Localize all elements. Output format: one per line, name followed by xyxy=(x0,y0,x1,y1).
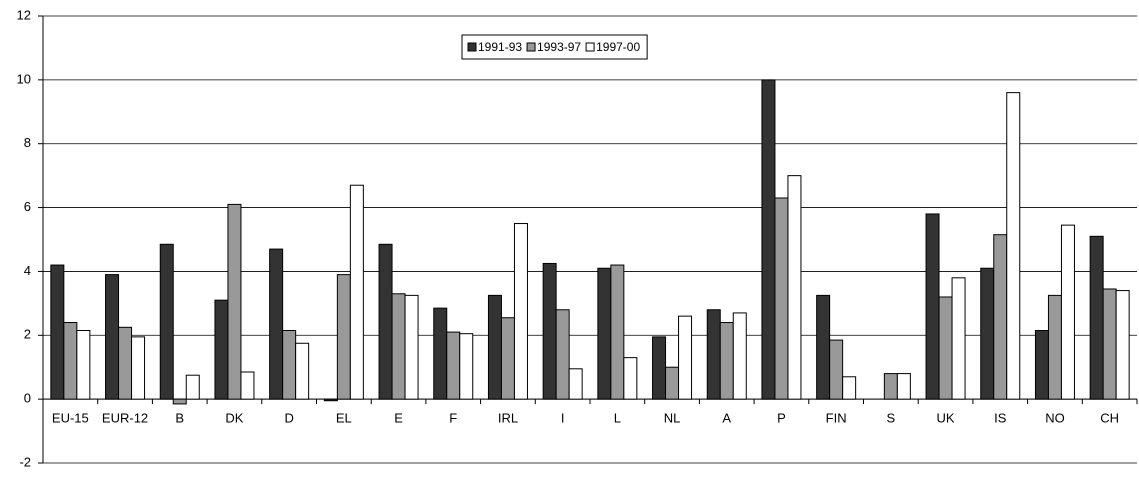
x-tick-label: EUR-12 xyxy=(102,411,148,426)
bar xyxy=(1089,235,1104,400)
bar xyxy=(391,293,406,400)
bar xyxy=(404,294,419,400)
bar xyxy=(323,398,338,402)
bar xyxy=(214,299,229,400)
bar xyxy=(378,243,393,400)
bar xyxy=(623,357,638,400)
bar xyxy=(227,203,242,400)
bar xyxy=(993,234,1008,400)
x-tick-label: NO xyxy=(1045,411,1065,426)
legend-label: 1991-93 xyxy=(478,40,522,54)
x-tick-label: DK xyxy=(225,411,243,426)
bar xyxy=(513,223,528,400)
bar xyxy=(787,175,802,400)
x-tick-label: IRL xyxy=(498,411,518,426)
x-tick-label: A xyxy=(722,411,731,426)
legend-label: 1993-97 xyxy=(537,40,581,54)
bar xyxy=(269,248,284,400)
x-tick-label: CH xyxy=(1100,411,1119,426)
x-tick-label: EU-15 xyxy=(52,411,89,426)
bar xyxy=(951,277,966,400)
x-tick-label: E xyxy=(394,411,403,426)
bar xyxy=(295,342,310,400)
bar xyxy=(500,317,515,400)
bar xyxy=(706,309,721,400)
x-tick-label: L xyxy=(614,411,621,426)
legend: 1991-93 1993-97 1997-00 xyxy=(461,34,648,60)
bar xyxy=(829,339,844,400)
legend-label: 1997-00 xyxy=(596,40,640,54)
x-tick-label: S xyxy=(887,411,896,426)
x-tick-label: P xyxy=(777,411,786,426)
bar xyxy=(597,267,612,400)
bar xyxy=(63,322,78,400)
bar xyxy=(925,213,940,400)
legend-swatch xyxy=(526,42,536,52)
x-tick-label: D xyxy=(284,411,293,426)
legend-swatch xyxy=(467,42,477,52)
y-tick-label: -2 xyxy=(19,454,31,469)
bar xyxy=(349,184,364,400)
bar xyxy=(1102,288,1117,400)
bar xyxy=(446,331,461,400)
bar xyxy=(1034,329,1049,400)
bar xyxy=(1115,290,1130,400)
bar xyxy=(487,294,502,400)
bar xyxy=(159,243,174,400)
bar xyxy=(896,373,911,400)
bar xyxy=(1006,92,1021,400)
bar xyxy=(185,374,200,400)
x-tick-label: NL xyxy=(664,411,681,426)
bar xyxy=(172,398,187,405)
x-tick-label: UK xyxy=(937,411,955,426)
bar xyxy=(282,329,297,400)
bar xyxy=(774,197,789,400)
bar xyxy=(761,79,776,400)
bar xyxy=(842,376,857,400)
x-tick-label: F xyxy=(449,411,457,426)
x-tick-label: EL xyxy=(336,411,352,426)
bar xyxy=(542,262,557,400)
bar xyxy=(131,336,146,400)
bar xyxy=(816,294,831,400)
bar xyxy=(1060,224,1075,400)
bar xyxy=(459,333,474,400)
y-tick-label: 2 xyxy=(24,327,31,342)
bar xyxy=(336,274,351,400)
bar xyxy=(105,274,120,400)
bar xyxy=(883,373,898,400)
bar xyxy=(433,307,448,400)
legend-box xyxy=(461,34,648,60)
bar xyxy=(732,312,747,400)
legend-swatch xyxy=(585,42,595,52)
bar xyxy=(50,264,65,400)
x-tick-label: FIN xyxy=(826,411,847,426)
bar xyxy=(719,322,734,400)
y-tick-label: 8 xyxy=(24,135,31,150)
bar xyxy=(240,371,255,400)
y-tick-label: 12 xyxy=(17,7,31,22)
x-tick-label: IS xyxy=(994,411,1007,426)
bar xyxy=(980,267,995,400)
bar xyxy=(610,264,625,400)
y-tick-label: 6 xyxy=(24,199,31,214)
bar xyxy=(652,336,667,400)
bar xyxy=(555,309,570,400)
bar xyxy=(568,368,583,400)
bar xyxy=(665,366,680,400)
bar xyxy=(678,315,693,400)
y-tick-label: 0 xyxy=(24,391,31,406)
x-tick-label: B xyxy=(175,411,184,426)
bar xyxy=(938,296,953,400)
bar xyxy=(118,326,133,400)
y-tick-label: 4 xyxy=(24,263,31,278)
bar xyxy=(76,329,91,400)
x-tick-label: I xyxy=(561,411,565,426)
y-tick-label: 10 xyxy=(17,71,31,86)
bar xyxy=(1047,294,1062,400)
